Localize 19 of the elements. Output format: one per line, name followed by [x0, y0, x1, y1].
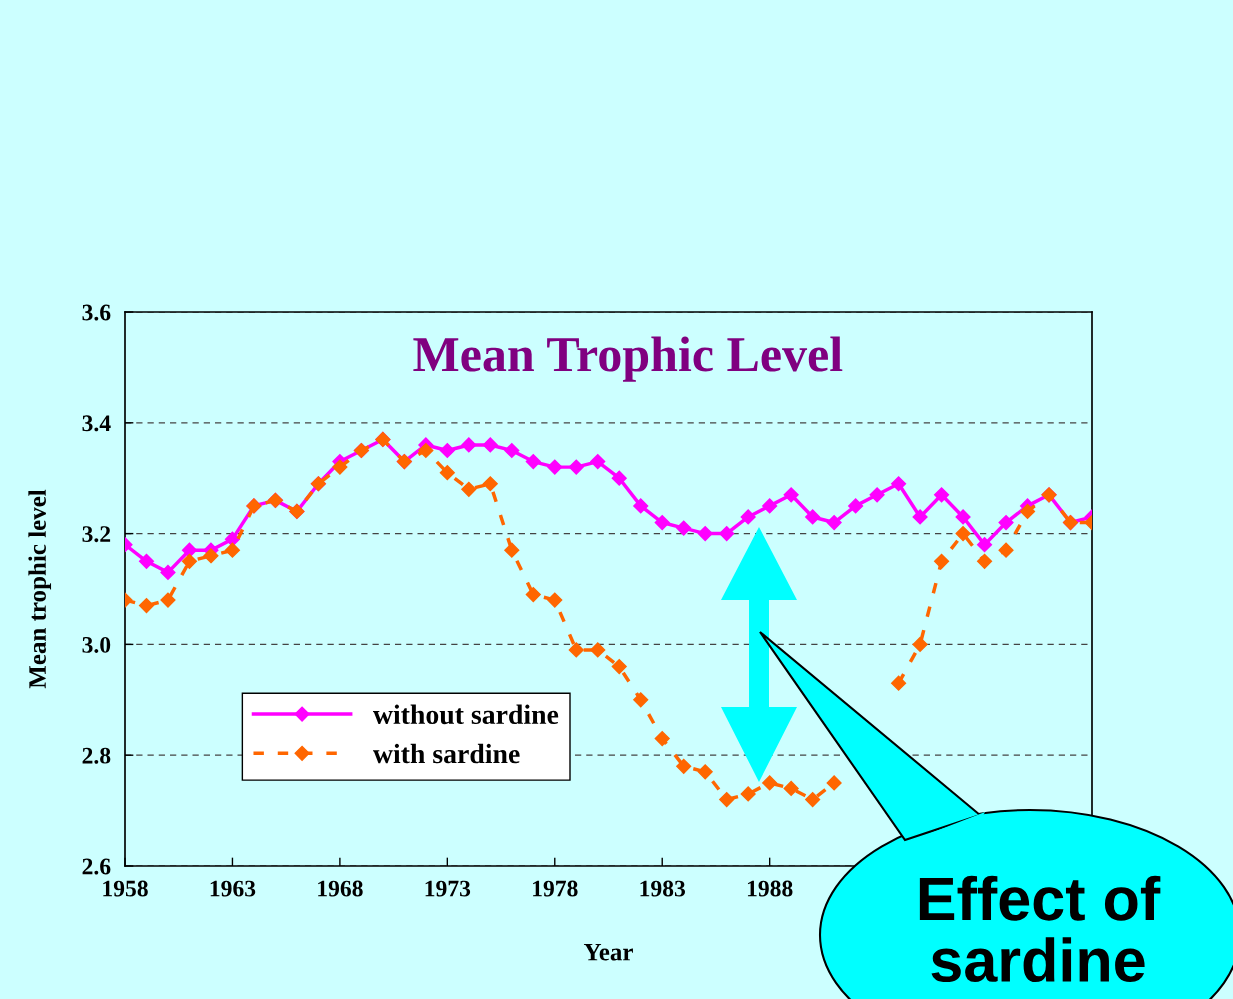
x-axis-title: Year	[583, 943, 633, 961]
legend-label: with sardine	[373, 743, 520, 764]
x-tick-label: 1978	[533, 880, 578, 897]
x-tick-label: 1958	[103, 880, 148, 897]
y-tick-label: 2.6	[82, 858, 111, 875]
text: Effect of sardine	[919, 875, 1161, 983]
y-tick-label: 3.2	[82, 526, 111, 543]
x-tick-label: 1963	[210, 880, 256, 897]
y-tick-label: 3.0	[82, 636, 111, 653]
legend-label: without sardine	[373, 704, 559, 725]
chart-title: Mean Trophic Level	[413, 336, 843, 382]
x-tick-label: 1968	[318, 880, 363, 897]
x-tick-label: 1988	[747, 880, 793, 897]
y-axis-title: Mean trophic level	[28, 489, 52, 689]
x-tick-label: 1983	[640, 880, 686, 897]
y-tick-label: 3.4	[82, 415, 111, 432]
y-tick-label: 3.6	[82, 304, 111, 321]
x-tick-label: 1973	[425, 880, 471, 897]
y-tick-label: 2.8	[82, 747, 111, 764]
